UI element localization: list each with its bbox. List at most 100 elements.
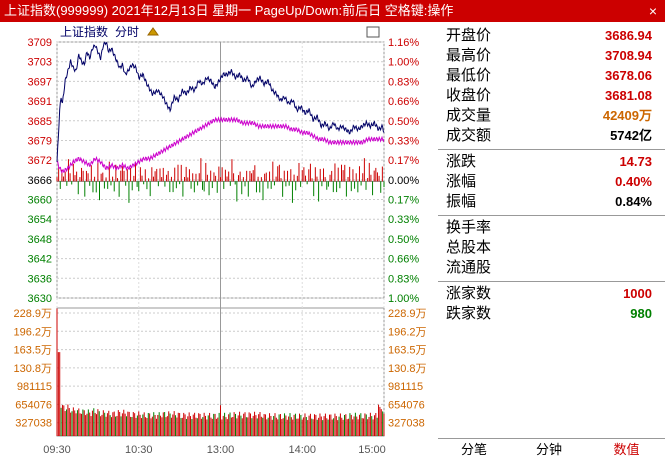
quote-row: 最低价 3678.06 [438, 66, 658, 86]
volume-tick-left: 196.2万 [13, 326, 52, 338]
change-row: 涨跌 14.73 [438, 152, 658, 172]
info-row: 换手率 [438, 218, 658, 238]
bottom-tabs: 分笔 分钟 数值 [438, 438, 665, 461]
title-bar: 上证指数(999999) 2021年12月13日 星期一 PageUp/Down… [0, 0, 665, 22]
breadth-row-label: 涨家数 [446, 285, 492, 302]
price-tick-left: 3660 [28, 195, 52, 207]
change-row-value: 0.84% [615, 194, 652, 209]
quote-row-label: 成交额 [446, 127, 492, 144]
quote-row-label: 成交量 [446, 107, 492, 124]
volume-tick-right: 981115 [388, 381, 423, 393]
breadth-row: 涨家数 1000 [438, 284, 658, 304]
quote-row: 成交额 5742亿 [438, 126, 658, 146]
tab-2[interactable]: 数值 [613, 442, 640, 457]
change-row: 涨幅 0.40% [438, 172, 658, 192]
intraday-chart[interactable]: 3709 1.16% 3703 1.00% 3697 0.83% 3691 0.66% 3685… [0, 22, 438, 460]
volume-tick-right: 196.2万 [388, 326, 427, 338]
price-line [56, 41, 385, 162]
quote-row: 成交量 42409万 [438, 106, 658, 126]
price-tick-left: 3666 [28, 175, 52, 187]
time-tick: 10:30 [125, 444, 153, 456]
quote-row: 收盘价 3681.08 [438, 86, 658, 106]
info-row: 总股本 [438, 238, 658, 258]
price-tick-left: 3697 [28, 76, 52, 88]
breadth-row-label: 跌家数 [446, 305, 492, 322]
up-arrow-icon[interactable] [147, 27, 159, 36]
volume-tick-left: 654076 [15, 399, 52, 411]
price-tick-left: 3642 [28, 254, 52, 266]
pct-tick-right: 0.17% [388, 155, 419, 167]
pct-tick-right: 0.33% [388, 214, 419, 226]
price-tick-left: 3672 [28, 155, 52, 167]
quote-row-value: 3681.08 [605, 88, 652, 103]
info-row-label: 总股本 [446, 239, 492, 256]
pct-tick-right: 0.66% [388, 96, 419, 108]
volume-tick-right: 228.9万 [388, 308, 427, 320]
price-tick-left: 3636 [28, 273, 52, 285]
quote-row-label: 最高价 [446, 47, 492, 64]
volume-tick-left: 130.8万 [13, 363, 52, 375]
tab-1[interactable]: 分钟 [535, 442, 562, 457]
pct-tick-right: 0.00% [388, 175, 419, 187]
info-row-label: 换手率 [446, 219, 492, 236]
pct-tick-right: 0.33% [388, 135, 419, 147]
price-tick-left: 3679 [28, 135, 52, 147]
divider [438, 215, 665, 216]
change-row-label: 振幅 [446, 193, 477, 210]
pct-tick-right: 0.50% [388, 234, 419, 246]
price-tick-left: 3648 [28, 234, 52, 246]
tab-0[interactable]: 分笔 [460, 442, 487, 457]
avg-price-line [56, 116, 385, 174]
volume-tick-right: 130.8万 [388, 363, 427, 375]
divider [438, 281, 665, 282]
quote-row-value: 3686.94 [605, 28, 652, 43]
pct-tick-right: 1.00% [388, 57, 419, 69]
volume-tick-right: 327038 [388, 418, 425, 430]
pct-tick-right: 0.83% [388, 76, 419, 88]
price-tick-left: 3685 [28, 116, 52, 128]
breadth-row: 跌家数 980 [438, 304, 658, 324]
time-tick: 09:30 [43, 444, 71, 456]
change-row: 振幅 0.84% [438, 192, 658, 212]
quote-row-value: 3678.06 [605, 68, 652, 83]
info-row: 流通股 [438, 258, 658, 278]
quote-panel: 开盘价 3686.94 最高价 3708.94 最低价 3678.06 收盘价 3681.08… [438, 22, 665, 460]
window-title: 上证指数(999999) 2021年12月13日 星期一 PageUp/Down… [4, 3, 454, 18]
quote-row-label: 开盘价 [446, 27, 492, 44]
quote-row-label: 收盘价 [446, 87, 492, 104]
change-row-value: 0.40% [615, 174, 652, 189]
chart-mode-label: 分时 [115, 25, 139, 39]
volume-tick-right: 654076 [388, 399, 425, 411]
price-tick-left: 3691 [28, 96, 52, 108]
pct-tick-right: 0.66% [388, 254, 419, 266]
pct-tick-right: 1.16% [388, 37, 419, 49]
price-tick-left: 3654 [28, 214, 52, 226]
price-tick-left: 3703 [28, 57, 52, 69]
volume-tick-left: 163.5万 [13, 345, 52, 357]
divider [438, 149, 665, 150]
quote-row-value: 42409万 [602, 108, 652, 123]
chart-index-name: 上证指数 [60, 24, 108, 39]
price-tick-left: 3630 [28, 293, 52, 305]
info-row-label: 流通股 [446, 259, 492, 276]
time-tick: 14:00 [288, 444, 316, 456]
time-tick: 13:00 [207, 444, 235, 456]
quote-row-label: 最低价 [446, 67, 492, 84]
breadth-row-value: 1000 [623, 286, 652, 301]
change-row-label: 涨幅 [446, 173, 477, 190]
quote-row-value: 3708.94 [605, 48, 652, 63]
breadth-row-value: 980 [630, 306, 652, 321]
price-tick-left: 3709 [28, 37, 52, 49]
pct-tick-right: 0.83% [388, 273, 419, 285]
close-icon[interactable]: × [648, 3, 657, 19]
time-tick: 15:00 [358, 444, 386, 456]
pct-tick-right: 0.50% [388, 116, 419, 128]
change-row-value: 14.73 [619, 154, 652, 169]
volume-tick-left: 228.9万 [13, 308, 52, 320]
window-icon[interactable] [366, 26, 380, 38]
volume-tick-right: 163.5万 [388, 345, 427, 357]
pct-tick-right: 1.00% [388, 293, 419, 305]
volume-tick-left: 327038 [15, 418, 52, 430]
volume-tick-left: 981115 [17, 381, 52, 393]
quote-row: 最高价 3708.94 [438, 46, 658, 66]
